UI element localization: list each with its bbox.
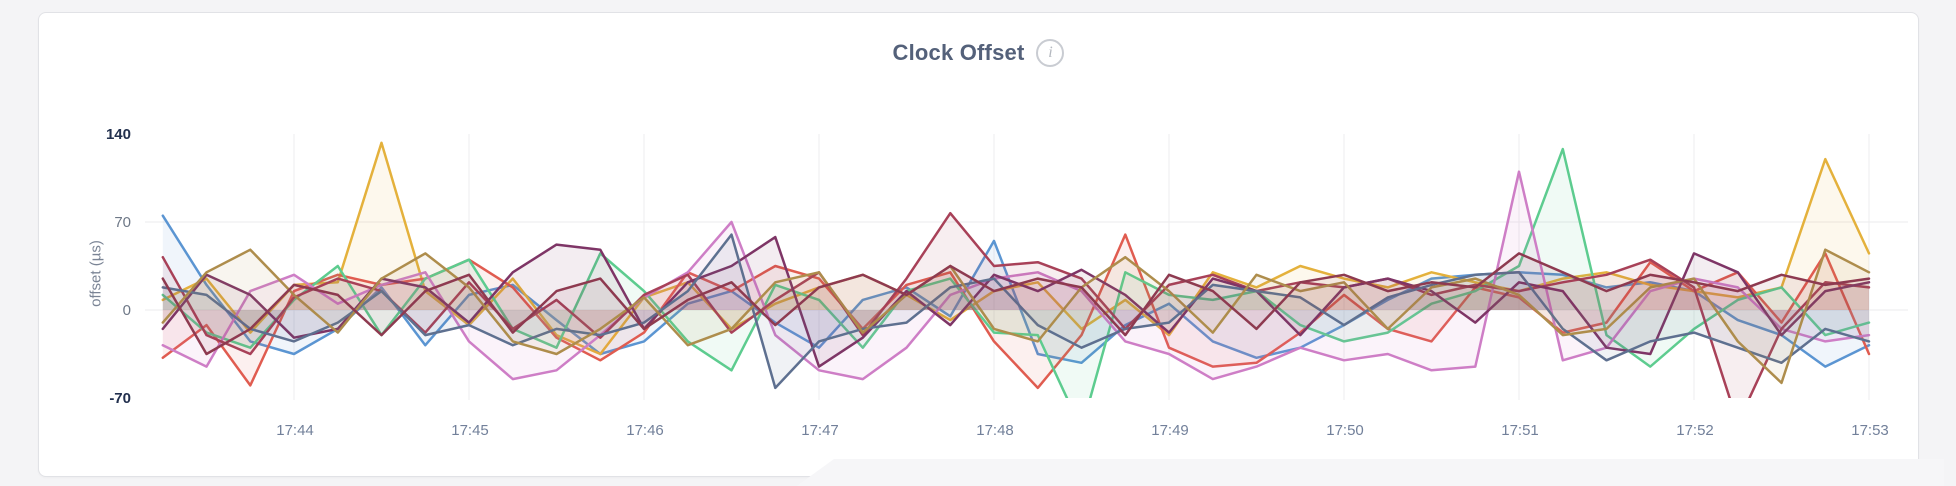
series-3-salmon-area: [162, 234, 1869, 388]
x-tick-label: 17:47: [801, 422, 839, 439]
x-tick-label: 17:44: [276, 422, 314, 439]
chart-header: Clock Offset i: [39, 39, 1918, 67]
series-7-plum-line: [161, 235, 1871, 368]
y-tick-label: 140: [105, 126, 131, 143]
x-tick-label: 17:48: [976, 422, 1014, 439]
x-tick-label: 17:52: [1676, 422, 1714, 439]
series-9-khaki-area: [162, 249, 1869, 383]
x-tick-label: 17:49: [1151, 422, 1189, 439]
series-6-burgundy-line: [161, 211, 1871, 398]
series-9-khaki-line: [161, 248, 1871, 385]
x-tick-label: 17:50: [1326, 422, 1364, 439]
series-4-mint-area: [162, 149, 1869, 398]
y-tick-label: 0: [122, 302, 131, 319]
x-tick-label: 17:51: [1501, 422, 1539, 439]
series-8-slate-area: [162, 234, 1869, 388]
legend-peek-panel: [794, 459, 1944, 486]
series-6-burgundy-area: [162, 213, 1869, 398]
y-tick-label: 70: [114, 214, 131, 231]
clock-offset-card: Clock Offset i offset (µs) 17:44 17:45 17:…: [38, 12, 1944, 486]
series-8-slate-line: [161, 233, 1871, 390]
plot-area[interactable]: [163, 134, 1880, 398]
x-tick-label: 17:46: [626, 422, 664, 439]
series-10-wine-line: [161, 252, 1871, 356]
x-tick-label: 17:53: [1851, 422, 1889, 439]
y-tick-label: -70: [109, 390, 131, 407]
series-layer: [161, 141, 1871, 398]
info-icon[interactable]: i: [1036, 39, 1065, 67]
chart-title: Clock Offset: [892, 40, 1025, 65]
x-tick-label: 17:45: [451, 422, 489, 439]
series-10-wine-area: [162, 253, 1869, 354]
